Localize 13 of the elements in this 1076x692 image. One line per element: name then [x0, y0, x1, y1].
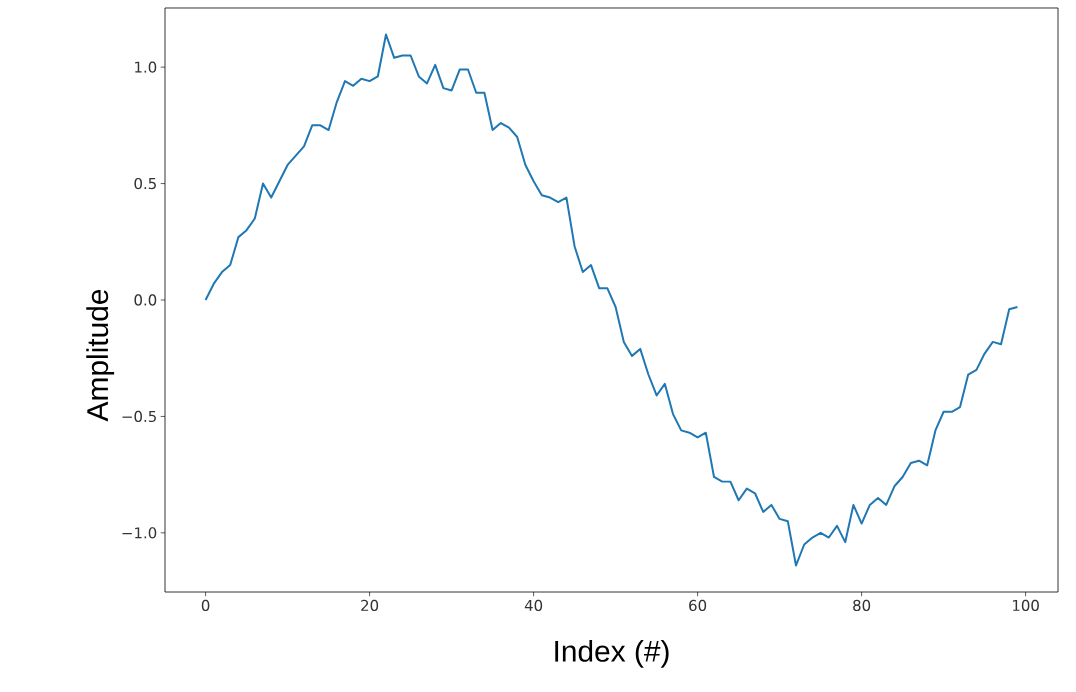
x-axis-title: Index (#)	[555, 639, 669, 668]
x-tick-label: 0	[201, 599, 210, 612]
y-tick-label: −0.5	[122, 410, 156, 423]
x-tick-label: 60	[689, 599, 707, 612]
x-tick-label: 80	[853, 599, 871, 612]
x-tick-label: 40	[524, 599, 543, 612]
x-tick-label: 20	[361, 599, 379, 612]
y-tick-label: 0.0	[134, 294, 157, 306]
y-tick-label: 1.0	[135, 61, 157, 73]
y-tick-label: −1.0	[122, 527, 157, 539]
y-axis-title: Amplitude	[86, 289, 115, 422]
y-tick-label: 0.5	[134, 177, 156, 190]
x-tick-label: 100	[1013, 599, 1039, 612]
